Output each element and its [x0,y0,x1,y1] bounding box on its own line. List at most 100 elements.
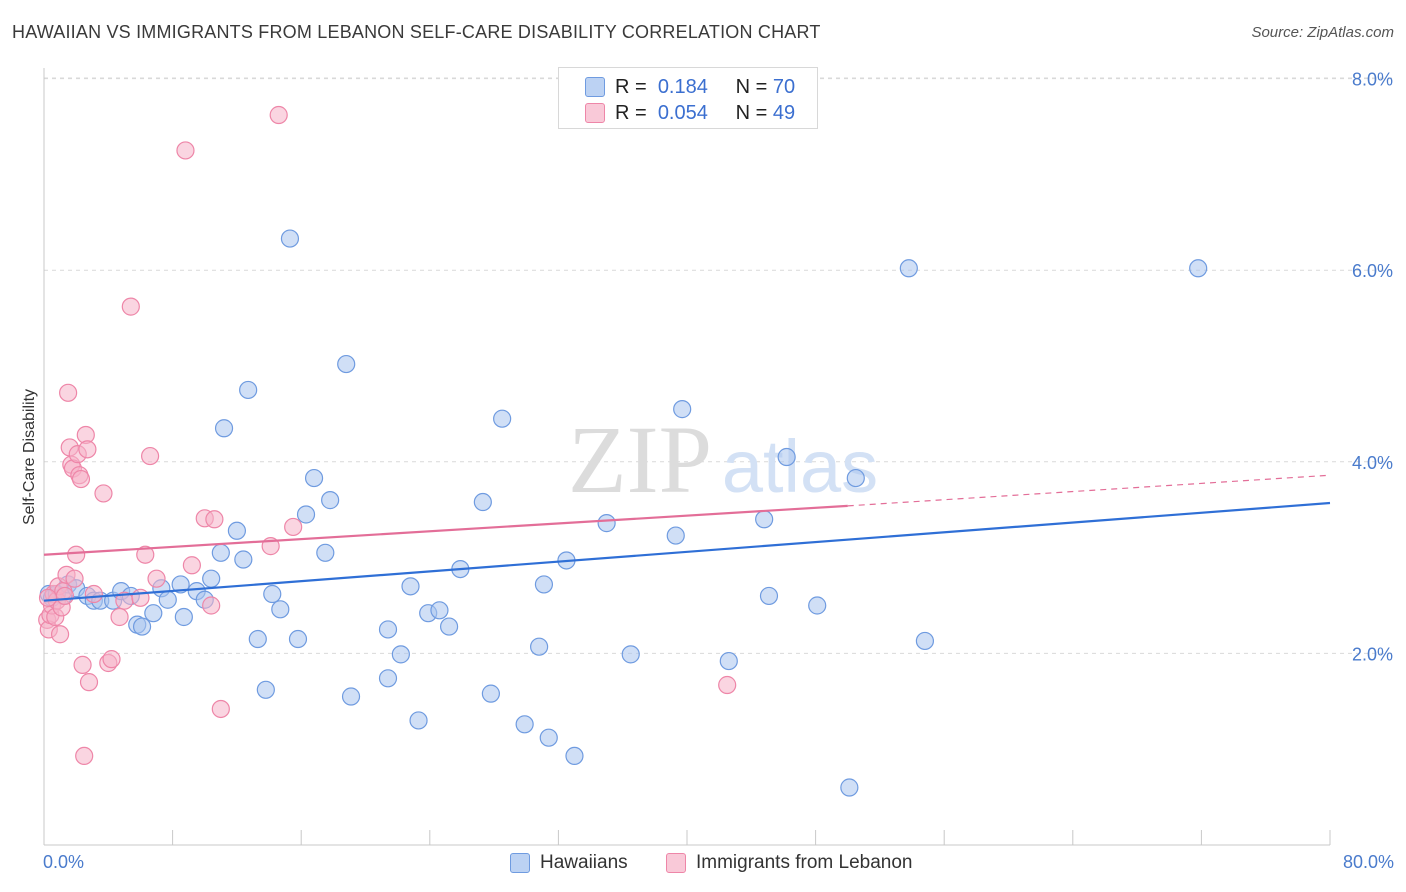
hawaiian-point [378,620,398,639]
hawaiian-point [337,354,356,374]
hawaiian-point [202,569,221,588]
hawaiian-point [409,711,428,730]
hawaiian-point [296,505,316,524]
hawaiian-point [1189,259,1208,278]
lebanon-point [102,650,121,669]
y-tick-labels: 2.0% 4.0% 6.0% 8.0% [1352,70,1393,665]
hawaiian-point [899,259,918,278]
hawaiian-point [248,629,267,649]
lebanon-point [147,569,166,588]
hawaiian-point [280,229,300,248]
points-layer [38,105,1208,797]
legend-row-lebanon: R = 0.054 N = 49 [585,100,795,126]
hawaiian-point [227,521,246,540]
x-tick-max: 80.0% [1342,852,1394,872]
lebanon-point [71,469,91,489]
hawaiian-point [846,468,865,488]
hawaiian-point [481,684,500,703]
lebanon-point [78,440,97,459]
lebanon-point [202,596,221,615]
lebanon-point [50,625,70,644]
legend-n-label: N = [735,101,768,124]
legend-n-value: 70 [772,75,796,98]
lebanon-point [140,446,160,466]
y-tick-label: 2.0% [1352,644,1393,664]
lebanon-point [84,584,103,604]
legend-swatch-blue [510,853,530,873]
hawaiian-point [144,604,163,623]
source-label: Source: ZipAtlas.com [1251,24,1394,41]
y-tick-label: 8.0% [1352,70,1393,90]
hawaiian-point [378,669,398,688]
hawaiian-point [534,575,554,594]
hawaiian-point [473,492,492,512]
hawaiian-point [915,631,935,651]
lebanon-point [79,673,99,692]
lebanon-point [55,586,74,606]
hawaiian-point [341,687,361,706]
hawaiian-point [256,680,275,699]
lebanon-point [75,746,94,766]
hawaiian-point [171,575,190,594]
hawaiian-point [391,645,410,664]
legend-n-value: 49 [772,101,796,124]
lebanon-point [182,556,201,575]
y-tick-label: 4.0% [1352,453,1393,473]
legend-swatch-pink [585,103,605,123]
hawaiian-point [759,586,779,606]
watermark-atlas: atlas [722,425,878,508]
hawaiian-point [263,584,282,604]
watermark-zip: ZIP [568,406,712,513]
hawaiian-point [439,617,459,636]
lebanon-point [205,510,224,529]
x-tick-min: 0.0% [43,852,85,872]
hawaiian-point [304,468,324,488]
lebanon-point [38,588,58,607]
lebanon-trend-line [43,504,848,556]
lebanon-point [136,545,155,564]
legend-r-label: R = [615,101,647,124]
hawaiian-point [673,400,692,419]
hawaiian-point [239,380,258,400]
hawaiian-point [174,607,193,627]
lebanon-point [65,569,84,588]
hawaiian-point [234,550,253,569]
lebanon-point [211,699,230,719]
hawaiian-point [539,728,558,747]
lebanon-point [73,655,92,674]
hawaiian-point [288,629,308,649]
hawaiian-point [719,651,738,671]
hawaiian-point [271,600,290,619]
hawaiian-point [211,543,230,562]
legend-r-value: 0.054 [657,101,708,124]
hawaiian-point [840,778,859,797]
legend-item-hawaiians[interactable]: Hawaiians [510,852,628,874]
stats-legend: R = 0.184 N = 70 R = 0.054 N = 49 [558,67,818,129]
hawaiian-point [621,645,640,664]
y-tick-label: 6.0% [1352,261,1393,281]
hawaiian-point [316,543,335,562]
chart-title: HAWAIIAN VS IMMIGRANTS FROM LEBANON SELF… [12,22,821,42]
legend-label-lebanon: Immigrants from Lebanon [696,852,913,873]
lebanon-trend-extension [847,474,1331,507]
lebanon-point [110,607,129,627]
hawaiian-point [666,526,685,545]
legend-label-hawaiians: Hawaiians [540,852,628,873]
lebanon-point [718,675,737,695]
hawaiians-trend-line [43,501,1331,602]
hawaiian-point [132,617,152,636]
lebanon-point [284,517,303,537]
axis-layer [43,68,1331,846]
hawaiian-point [777,447,796,467]
hawaiian-point [158,590,177,609]
legend-r-value: 0.184 [657,75,708,98]
lebanon-point [176,141,195,160]
lebanon-point [269,105,288,125]
hawaiian-point [755,510,774,529]
lebanon-point [94,484,113,503]
hawaiian-point [565,746,584,766]
hawaiian-point [597,514,616,533]
series-legend: Hawaiians Immigrants from Lebanon [0,852,1406,876]
legend-item-lebanon[interactable]: Immigrants from Lebanon [666,852,913,874]
hawaiian-point [515,715,534,734]
